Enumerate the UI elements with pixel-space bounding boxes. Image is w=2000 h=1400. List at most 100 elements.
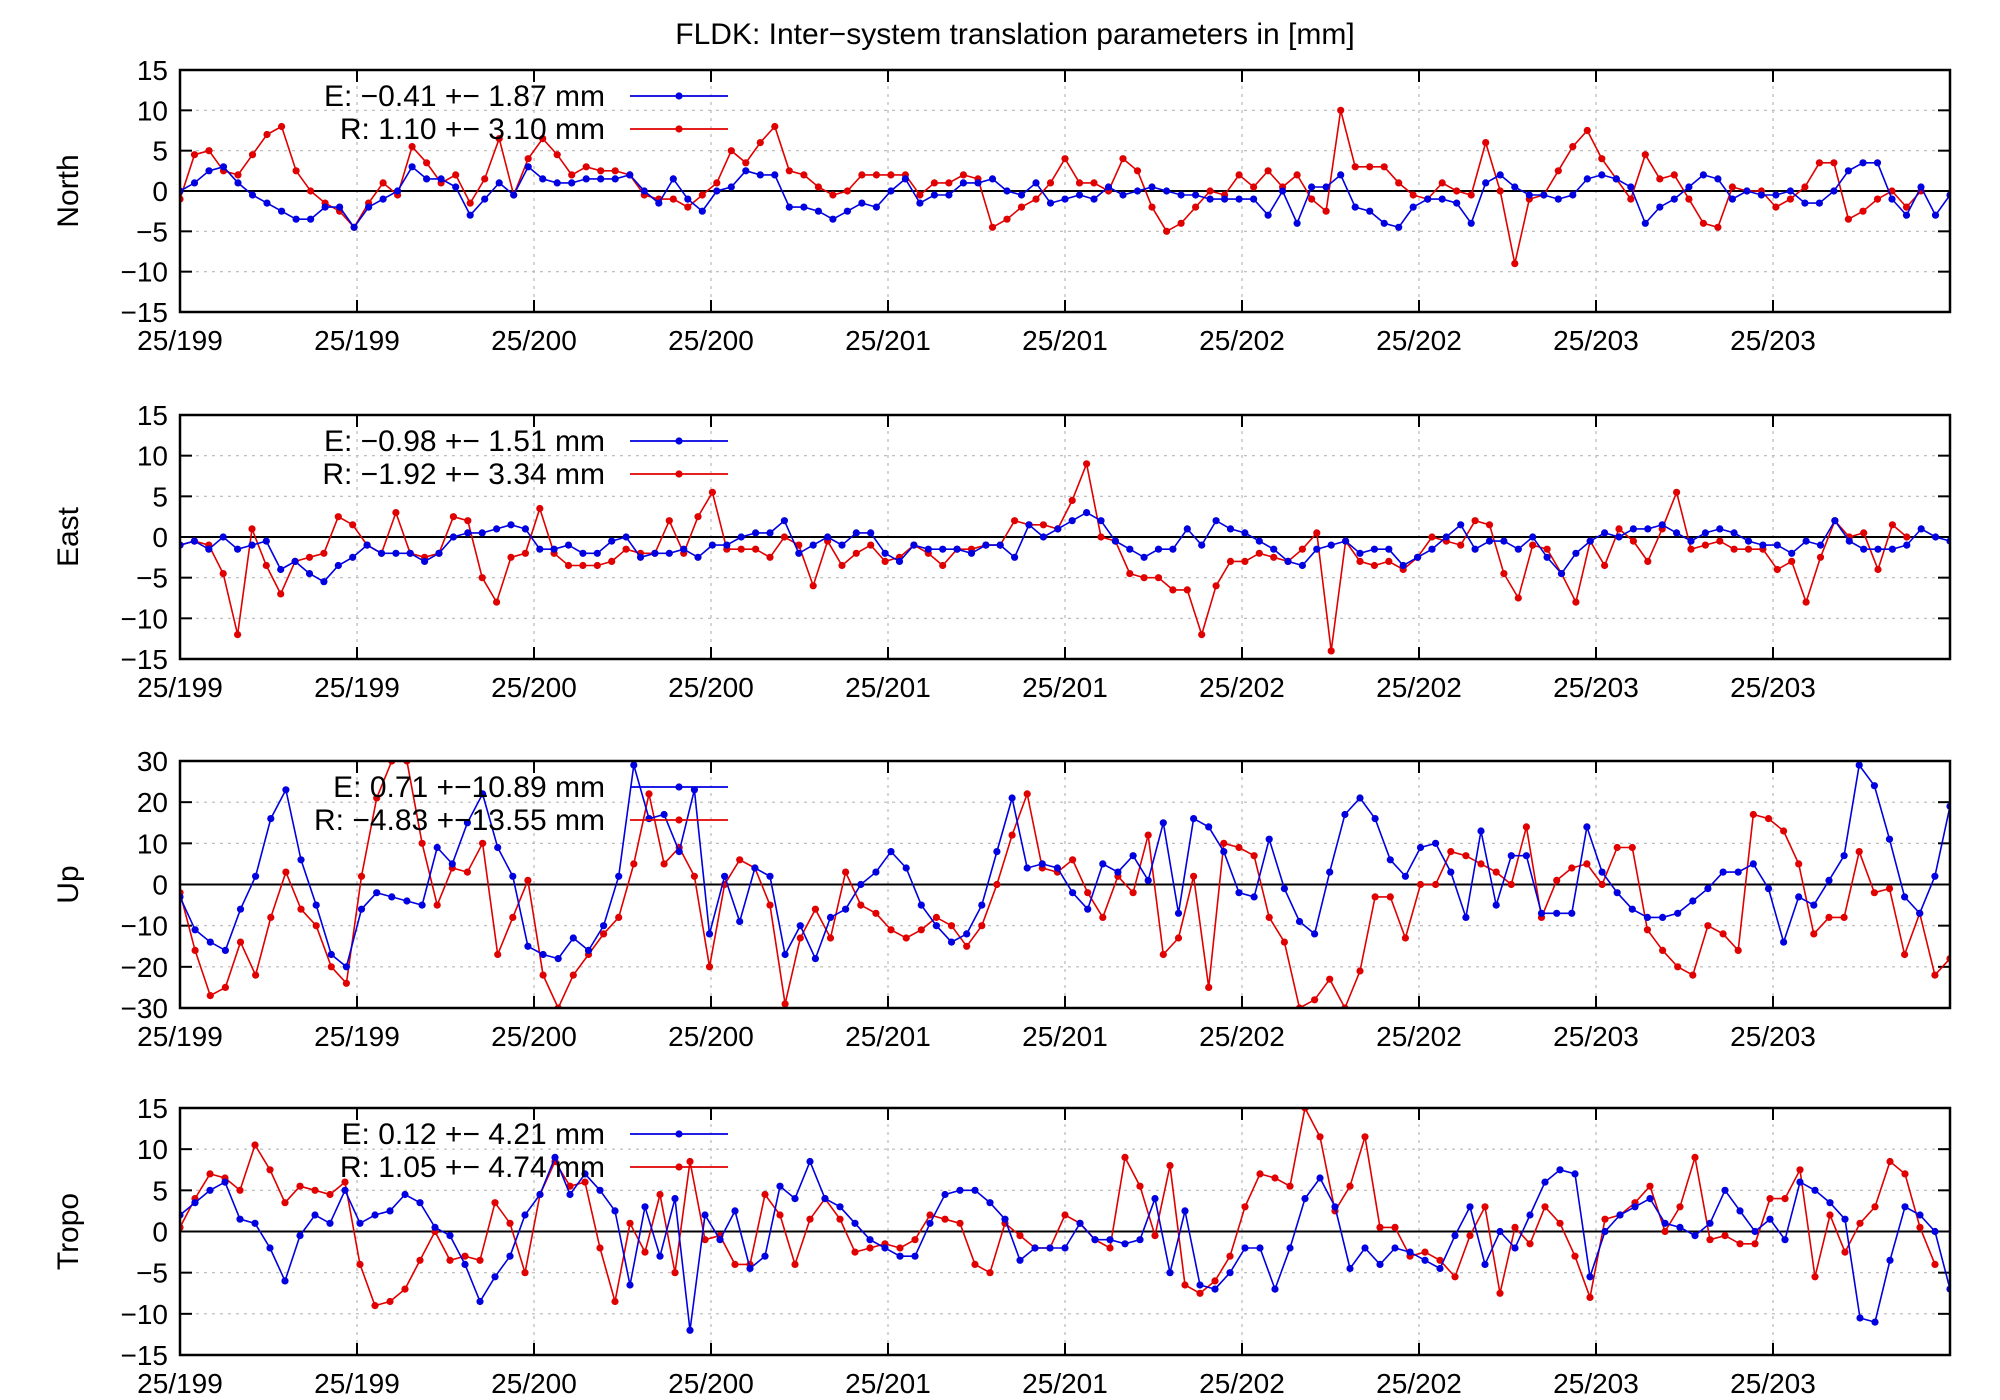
north-series-R-point: [466, 199, 474, 207]
east-ytick-label: 10: [137, 441, 168, 472]
north-series-R-point: [887, 171, 895, 179]
north-series-R-point: [1554, 167, 1562, 175]
east-series-E-point: [1701, 529, 1709, 537]
tropo-ytick-label: 15: [137, 1093, 168, 1124]
north-series-E-point: [1641, 219, 1649, 227]
tropo-series-E-point: [1421, 1256, 1429, 1264]
east-series-R-point: [521, 549, 530, 557]
north-series-R-point: [1453, 187, 1461, 195]
east-series-R-point: [867, 541, 875, 549]
tropo-series-E-point: [1226, 1269, 1234, 1277]
north-series-E-point: [988, 175, 997, 183]
north-xtick-label: 25/203: [1730, 325, 1816, 356]
tropo-series-E-point: [1211, 1285, 1219, 1293]
tropo-legend-E-label: E: 0.12 +− 4.21 mm: [342, 1118, 605, 1151]
tropo-xtick-label: 25/203: [1730, 1368, 1816, 1399]
up-series-R-point: [342, 979, 350, 987]
up-series-E-point: [872, 868, 880, 876]
east-series-E-point: [723, 541, 731, 549]
up-series-R-point: [1749, 810, 1757, 819]
east-series-E-point: [1716, 525, 1724, 533]
north-series-E-point: [1264, 211, 1272, 219]
north-series-E-point: [234, 179, 242, 187]
north-series-E-point: [466, 211, 474, 219]
up-series-E-point: [1174, 909, 1183, 917]
east-series-E-point: [838, 541, 846, 549]
east-series-E-point: [1831, 517, 1839, 525]
tropo-series-E-point: [1076, 1219, 1084, 1227]
east-series-E-point: [622, 533, 630, 541]
up-series-R-point: [1462, 852, 1470, 860]
east-series-R-point: [1888, 521, 1896, 529]
tropo-series-E-point: [1256, 1244, 1264, 1252]
east-legend-E-marker: [675, 437, 683, 445]
up-xtick-label: 25/200: [668, 1021, 754, 1052]
north-series-E-point: [814, 207, 823, 215]
east-series-E-point: [478, 529, 486, 537]
north-series-E-point: [901, 175, 910, 183]
tropo-series-E-point: [1031, 1244, 1039, 1252]
tropo-series-E-point: [806, 1157, 814, 1166]
up-series-R-point: [1401, 934, 1409, 942]
tropo-series-E-point: [1196, 1281, 1204, 1289]
east-series-R-point: [392, 508, 400, 517]
north-series-R-point: [713, 179, 721, 187]
up-series-R-point: [418, 839, 426, 847]
up-series-E-point: [781, 950, 789, 959]
north-series-E-point: [655, 199, 663, 207]
north-series-E-point: [713, 187, 721, 195]
north-xtick-label: 25/200: [668, 325, 754, 356]
up-series-R-point: [781, 1000, 789, 1008]
up-series-E-point: [796, 922, 804, 930]
north-series-E-point: [278, 207, 286, 215]
tropo-series-R-point: [1376, 1223, 1384, 1231]
north-series-E-point: [1511, 183, 1519, 191]
east-series-R-point: [1874, 565, 1882, 574]
east-xtick-label: 25/201: [845, 672, 931, 703]
east-series-R-point: [1773, 565, 1781, 574]
north-series-R-point: [597, 167, 605, 175]
north-series-R-point: [1293, 171, 1301, 179]
tropo-series-E-point: [1061, 1244, 1069, 1252]
north-series-E-point: [1525, 191, 1533, 199]
up-series-E-point: [388, 893, 396, 901]
up-series-E-point: [1114, 868, 1122, 876]
north-series-R-point: [1206, 187, 1214, 195]
north-ylabel: North: [52, 154, 85, 227]
east-series-E-point: [1011, 553, 1019, 561]
tropo-series-R-point: [1151, 1232, 1159, 1240]
north-series-R-point: [1786, 195, 1794, 203]
up-series-R-point: [1174, 934, 1183, 942]
north-xtick-label: 25/200: [491, 325, 577, 356]
up-series-R-point: [690, 872, 699, 880]
tropo-series-R-point: [1211, 1277, 1219, 1285]
north-ytick-label: −15: [121, 297, 169, 328]
tropo-series-E-point: [1646, 1195, 1654, 1203]
up-series-E-point: [1719, 868, 1727, 876]
tropo-series-E-point: [446, 1232, 454, 1240]
up-series-E-point: [1311, 930, 1319, 938]
up-series-R-point: [993, 880, 1001, 889]
up-series-E-point: [1674, 909, 1682, 917]
up-series-R-point: [1326, 975, 1334, 983]
east-series-R-point: [277, 590, 285, 598]
tropo-series-R-point: [731, 1260, 739, 1268]
up-series-E-point: [1432, 839, 1440, 847]
up-series-E-point: [448, 860, 456, 868]
tropo-series-E-point: [521, 1211, 529, 1219]
east-series-E-point: [1054, 525, 1062, 533]
up-xtick-label: 25/201: [1022, 1021, 1108, 1052]
tropo-series-R-point: [1811, 1273, 1819, 1281]
up-series-R-point: [978, 922, 986, 930]
up-series-R-point: [312, 922, 320, 930]
north-ytick-label: 0: [152, 176, 168, 207]
tropo-series-R-point: [1286, 1182, 1294, 1190]
east-series-R-point: [1241, 557, 1249, 566]
north-series-E-point: [350, 223, 358, 231]
east-series-E-point: [262, 537, 270, 545]
up-series-R-point: [1870, 889, 1878, 897]
tropo-series-E-point: [1361, 1244, 1369, 1252]
north-series-R-point: [1061, 155, 1069, 163]
up-series-E-point: [1840, 852, 1848, 860]
east-ytick-label: −10: [121, 603, 169, 634]
